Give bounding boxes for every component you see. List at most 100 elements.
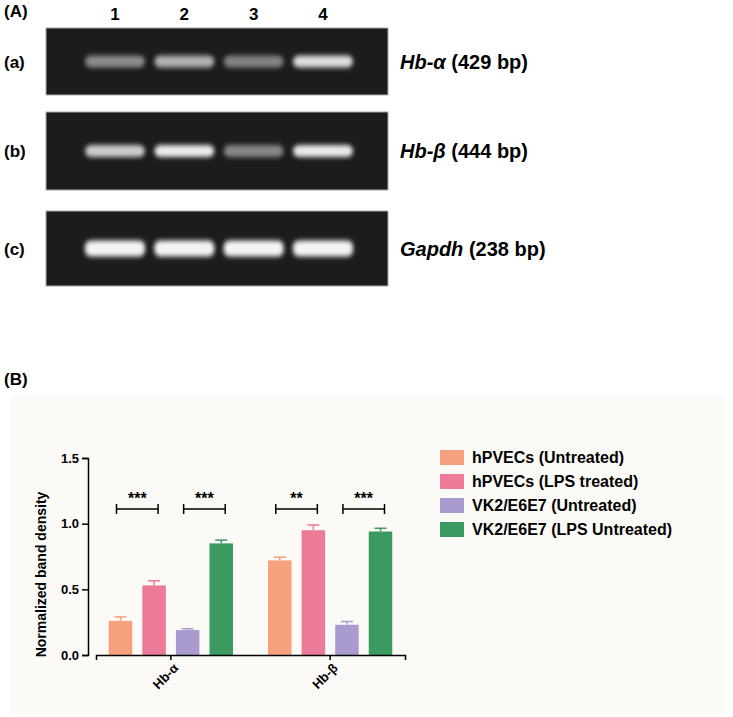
bar [335,625,359,655]
error-bar [375,528,387,531]
legend-item: VK2/E6E7 (LPS Untreated) [440,521,672,538]
lane-label: 4 [318,5,328,24]
gel-band [85,145,145,157]
bar [176,630,200,655]
significance-label: *** [128,490,147,507]
tick-mark [82,589,88,591]
bar [268,560,292,655]
error-bar [307,525,319,530]
tick-label: Hb-α [150,660,182,692]
axis-line [82,459,89,656]
gene-size: (444 bp) [451,140,528,162]
error-cap [182,628,194,630]
gel-band [224,241,284,257]
significance: *** [184,490,226,514]
tick-mark [82,523,88,525]
axis-line [97,656,406,661]
error-bar [182,629,194,630]
gel-band [154,56,214,68]
gel-band [293,56,353,68]
error-stem [313,525,315,530]
error-cap [307,524,319,526]
row-label: (b) [4,142,26,161]
tick-label: Hb-β [309,660,341,692]
tick-mark [82,458,88,460]
lane-labels: 1234 [110,5,328,24]
tick: 0.0 [61,648,88,663]
error-cap [341,621,353,623]
legend-swatch [440,498,464,513]
tick-mark [170,655,172,660]
error-bar [274,557,286,560]
gel-band [293,241,353,257]
y-axis: 0.0 0.5 1.0 1.5 [61,451,89,663]
gel-panel [46,112,388,190]
tick-label: 1.0 [61,516,79,531]
error-bar [215,540,227,543]
tick-label: 0.0 [61,648,79,663]
legend-item: VK2/E6E7 (Untreated) [440,497,637,514]
legend-label: VK2/E6E7 (Untreated) [472,497,637,514]
significance: *** [343,490,385,514]
gene-size: (238 bp) [469,238,546,260]
error-cap [274,556,286,558]
bar [302,530,326,655]
gene-name: Hb-β [400,140,446,162]
lane-label: 3 [249,5,258,24]
tick-mark [329,655,331,660]
x-axis: Hb-α Hb-β [97,655,406,692]
significance: *** [116,490,158,514]
gel-panel [46,211,388,286]
tick: 1.0 [61,516,88,531]
gene-label: Gapdh (238 bp) [400,238,546,260]
gene-name: Hb-α [400,51,447,73]
legend-swatch [440,474,464,489]
bar [142,585,166,655]
legend-swatch [440,522,464,537]
error-cap [375,528,387,530]
legend-item: hPVECs (Untreated) [440,449,624,466]
gel-band [154,145,214,157]
row-label: (a) [4,53,25,72]
panel-label: (B) [4,370,28,389]
tick: Hb-α [150,655,182,692]
gel-panel [46,28,388,95]
figure: (A)1234(a)Hb-α (429 bp)(b)Hb-β (444 bp)(… [0,0,733,717]
gene-label: Hb-α (429 bp) [400,51,528,73]
gel-band [154,241,214,257]
axis-title: Normalized band density [33,491,49,657]
error-bar [114,617,126,621]
bar [369,532,393,655]
error-bar [148,581,160,586]
tick-mark [82,655,88,657]
legend-swatch [440,450,464,465]
bar [109,621,133,655]
panel-label: (A) [4,2,28,21]
error-cap [215,539,227,541]
gel-background [46,28,388,95]
gel-band [293,145,353,157]
error-cap [148,580,160,582]
gene-name: Gapdh [400,238,463,260]
tick-label: 1.5 [61,451,79,466]
gel-background [46,112,388,190]
significance-label: *** [195,490,214,507]
chart-background [10,395,725,715]
bar [209,543,233,655]
plot-area [109,525,393,655]
tick: 1.5 [61,451,88,466]
error-cap [114,616,126,618]
legend-label: VK2/E6E7 (LPS Untreated) [472,521,672,538]
legend-label: hPVECs (Untreated) [472,449,624,466]
significance: ** [276,490,318,514]
error-bar [341,622,353,625]
legend-label: hPVECs (LPS treated) [472,473,638,490]
lane-label: 1 [110,5,119,24]
tick: 0.5 [61,582,88,597]
gel-band [85,56,145,68]
tick: Hb-β [309,655,341,692]
gel-background [46,211,388,286]
gel-band [85,241,145,257]
gene-label: Hb-β (444 bp) [400,140,528,162]
gel-band [224,145,284,157]
